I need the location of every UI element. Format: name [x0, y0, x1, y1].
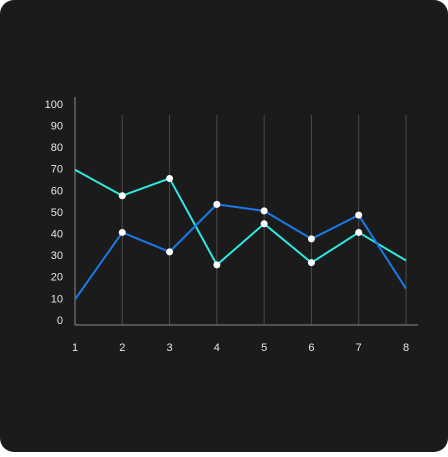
- point-marker: [166, 174, 174, 182]
- y-tick-label: 70: [51, 164, 63, 176]
- y-tick-label: 0: [57, 315, 63, 327]
- point-marker: [260, 220, 268, 228]
- point-marker: [213, 200, 221, 208]
- x-tick-label: 7: [356, 342, 362, 354]
- x-tick-label: 3: [167, 342, 173, 354]
- y-tick-label: 100: [45, 99, 63, 111]
- y-tick-label: 20: [51, 272, 63, 284]
- x-tick-label: 2: [119, 342, 125, 354]
- point-marker: [213, 261, 221, 269]
- x-tick-label: 4: [214, 342, 220, 354]
- x-tick-label: 6: [308, 342, 314, 354]
- x-tick-label: 5: [261, 342, 267, 354]
- point-marker: [118, 192, 126, 200]
- series-line: [74, 203, 407, 300]
- y-tick-label: 60: [51, 185, 63, 197]
- point-marker: [355, 211, 363, 219]
- y-tick-label: 10: [51, 293, 63, 305]
- point-marker: [307, 235, 315, 243]
- point-marker: [260, 207, 268, 215]
- y-tick-label: 40: [51, 229, 63, 241]
- y-tick-label: 50: [51, 207, 63, 219]
- point-marker: [307, 259, 315, 267]
- y-tick-label: 80: [51, 142, 63, 154]
- y-tick-label: 90: [51, 121, 63, 133]
- point-marker: [355, 228, 363, 236]
- point-marker: [166, 248, 174, 256]
- series-line: [74, 168, 407, 266]
- y-tick-label: 30: [51, 250, 63, 262]
- x-tick-label: 1: [72, 342, 78, 354]
- x-tick-label: 8: [403, 342, 409, 354]
- point-marker: [118, 228, 126, 236]
